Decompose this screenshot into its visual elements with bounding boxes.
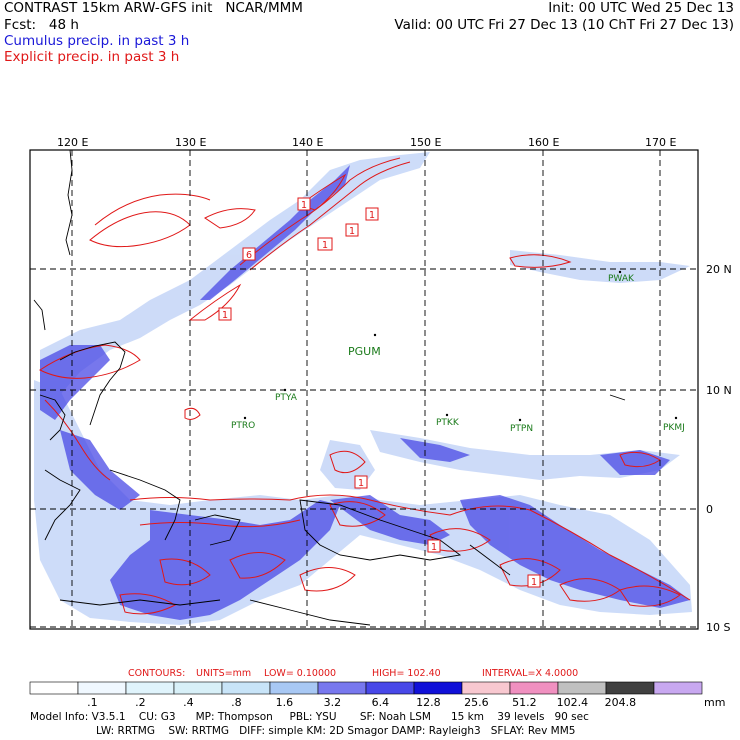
precip-colorbar: .1.2.4.8 1.6 3.2 6.4 12.8 25.6 51.2 102.4 204.8 … — [29, 681, 725, 709]
heavy-precip-shading — [40, 165, 690, 620]
colorbar-cell — [317, 681, 367, 695]
contours-units: UNITS=mm — [196, 668, 251, 679]
contour-labels: 1 1 1 1 6 1 1 1 1 — [218, 197, 541, 588]
colorbar-tick-label: 25.6 — [464, 696, 489, 709]
colorbar-cell — [221, 681, 271, 695]
station-pwak: PWAK — [608, 274, 635, 284]
lat-lon-grid — [30, 150, 698, 629]
colorbar-cell — [173, 681, 223, 695]
contours-high: HIGH= 102.40 — [372, 668, 441, 679]
colorbar-tick-label: .4 — [183, 696, 194, 709]
model-info-line1: Model Info: V3.5.1 CU: G3 MP: Thompson P… — [30, 711, 589, 723]
lat-label-0: 0 — [706, 503, 713, 516]
contour-label: 1 — [349, 226, 355, 237]
station-ptro: PTRO — [231, 421, 255, 431]
contours-interval: INTERVAL=X 4.0000 — [482, 668, 578, 679]
station-pgum: PGUM — [348, 345, 381, 358]
contour-label: 6 — [246, 250, 252, 261]
longitude-labels: 120 E 130 E 140 E 150 E 160 E 170 E — [57, 136, 676, 149]
station-ptpn: PTPN — [510, 424, 533, 434]
contours-info: CONTOURS: UNITS=mm LOW= 0.10000 HIGH= 10… — [128, 668, 578, 679]
lon-label-130e: 130 E — [175, 136, 206, 149]
contours-label: CONTOURS: — [128, 668, 185, 679]
contour-label: 1 — [431, 542, 437, 553]
colorbar-tick-label: 204.8 — [605, 696, 637, 709]
colorbar-unit: mm — [704, 696, 725, 709]
lat-label-10s: 10 S — [706, 621, 730, 634]
colorbar-cell — [605, 681, 655, 695]
colorbar-tick-label: 1.6 — [276, 696, 294, 709]
colorbar-tick-label: .1 — [87, 696, 98, 709]
model-info-line2: LW: RRTMG SW: RRTMG DIFF: simple KM: 2D … — [96, 725, 576, 737]
latitude-labels: 20 N 10 N 0 10 S — [706, 263, 732, 634]
contours-low: LOW= 0.10000 — [264, 668, 336, 679]
lon-label-120e: 120 E — [57, 136, 88, 149]
station-markers: PGUM PTYA PTRO PTKK PTPN PKMJ PWAK — [231, 270, 685, 434]
colorbar-tick-label: .2 — [135, 696, 146, 709]
cumulus-precip-label: Cumulus precip. in past 3 h — [4, 33, 190, 49]
colorbar-cell — [509, 681, 559, 695]
colorbar-cell — [365, 681, 415, 695]
lon-label-150e: 150 E — [410, 136, 441, 149]
contour-label: 1 — [222, 310, 228, 321]
colorbar-cell — [461, 681, 511, 695]
forecast-hour: Fcst: 48 h — [4, 17, 79, 33]
colorbar-cell — [29, 681, 79, 695]
valid-time: Valid: 00 UTC Fri 27 Dec 13 (10 ChT Fri … — [394, 17, 734, 33]
station-ptya: PTYA — [275, 393, 298, 403]
colorbar-tick-label: 51.2 — [512, 696, 537, 709]
explicit-precip-contours — [39, 157, 691, 615]
model-title: CONTRAST 15km ARW-GFS init NCAR/MMM — [4, 0, 303, 16]
init-time: Init: 00 UTC Wed 25 Dec 13 — [548, 0, 734, 16]
colorbar-cell — [77, 681, 127, 695]
contour-label: 1 — [369, 210, 375, 221]
colorbar-cell — [413, 681, 463, 695]
colorbar-tick-label: 3.2 — [324, 696, 342, 709]
coastlines — [33, 149, 626, 626]
colorbar-cell — [269, 681, 319, 695]
contour-label: 1 — [358, 478, 364, 489]
colorbar-tick-label: .8 — [231, 696, 242, 709]
contour-label: 1 — [531, 577, 537, 588]
contour-label: 1 — [301, 200, 307, 211]
colorbar-tick-label: 12.8 — [416, 696, 441, 709]
contour-label: 1 — [322, 240, 328, 251]
explicit-precip-label: Explicit precip. in past 3 h — [4, 49, 180, 65]
station-pkmj: PKMJ — [663, 423, 685, 433]
colorbar-cell — [125, 681, 175, 695]
lon-label-160e: 160 E — [528, 136, 559, 149]
lat-label-10n: 10 N — [706, 384, 732, 397]
station-ptkk: PTKK — [436, 418, 460, 428]
lon-label-140e: 140 E — [292, 136, 323, 149]
colorbar-tick-label: 6.4 — [372, 696, 390, 709]
colorbar-tick-label: 102.4 — [557, 696, 589, 709]
lat-label-20n: 20 N — [706, 263, 732, 276]
colorbar-cell — [557, 681, 607, 695]
colorbar-cell — [653, 681, 703, 695]
lon-label-170e: 170 E — [645, 136, 676, 149]
